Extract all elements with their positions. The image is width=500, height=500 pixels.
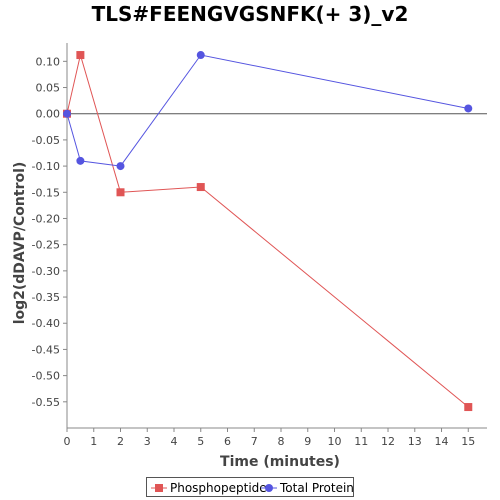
axes-layer: 0.10 0.05 0.00 -0.05 -0.10 -0.15 -0.20 -0.25 -0.… (32, 43, 487, 448)
x-tick-label: 11 (354, 435, 368, 448)
data-point-total-protein (63, 109, 71, 118)
legend-label-phosphopeptide: Phosphopeptide (170, 481, 267, 495)
y-tick-label: -0.10 (32, 160, 60, 173)
x-tick-label: 8 (278, 435, 285, 448)
y-tick-label: 0.05 (36, 82, 61, 95)
legend-item-phosphopeptide: Phosphopeptide (151, 480, 267, 496)
data-point-phosphopeptide (116, 188, 125, 197)
x-tick-label: 6 (224, 435, 231, 448)
data-point-total-protein (76, 156, 85, 165)
series-line-total-protein (66, 54, 469, 167)
data-point-phosphopeptide (76, 51, 85, 60)
y-axis-label: log2(dDAVP/Control) (12, 162, 28, 325)
series-layer (63, 51, 473, 412)
y-tick-label: -0.50 (32, 370, 60, 383)
y-tick-label: -0.25 (32, 239, 60, 252)
y-tick-label: -0.30 (32, 265, 60, 278)
legend-item-total-protein: Total Protein (261, 480, 354, 496)
data-point-total-protein (196, 51, 205, 60)
y-tick-label: -0.40 (32, 317, 60, 330)
x-tick-label: 3 (144, 435, 151, 448)
y-tick-label: -0.55 (32, 396, 60, 409)
legend-swatch-square-icon (151, 484, 167, 492)
x-axis-label: Time (minutes) (220, 454, 340, 470)
chart-title: TLS#FEENGVGSNFK(+ 3)_v2 (91, 2, 409, 26)
data-point-total-protein (116, 162, 125, 171)
y-tick-label: -0.20 (32, 212, 60, 225)
x-tick-label: 0 (64, 435, 71, 448)
legend-label-total-protein: Total Protein (280, 481, 354, 495)
x-tick-label: 13 (408, 435, 422, 448)
x-tick-label: 10 (328, 435, 342, 448)
y-tick-label: -0.35 (32, 291, 60, 304)
y-tick-label: 0.00 (36, 108, 61, 121)
x-tick-label: 9 (304, 435, 311, 448)
data-point-phosphopeptide (464, 403, 473, 412)
data-point-phosphopeptide (196, 183, 205, 192)
x-tick-label: 15 (461, 435, 475, 448)
x-tick-label: 12 (381, 435, 395, 448)
y-tick-label: -0.15 (32, 186, 60, 199)
x-tick-label: 5 (197, 435, 204, 448)
x-tick-label: 4 (171, 435, 178, 448)
legend: Phosphopeptide Total Protein (146, 477, 354, 497)
x-tick-label: 2 (117, 435, 124, 448)
y-tick-label: 0.10 (36, 55, 61, 68)
series-line-phosphopeptide (66, 53, 469, 408)
x-tick-label: 7 (251, 435, 258, 448)
x-tick-label: 1 (90, 435, 97, 448)
x-tick-label: 14 (435, 435, 449, 448)
data-point-total-protein (464, 104, 473, 113)
y-tick-label: -0.45 (32, 343, 60, 356)
legend-swatch-circle-icon (261, 484, 277, 492)
y-tick-label: -0.05 (32, 134, 60, 147)
